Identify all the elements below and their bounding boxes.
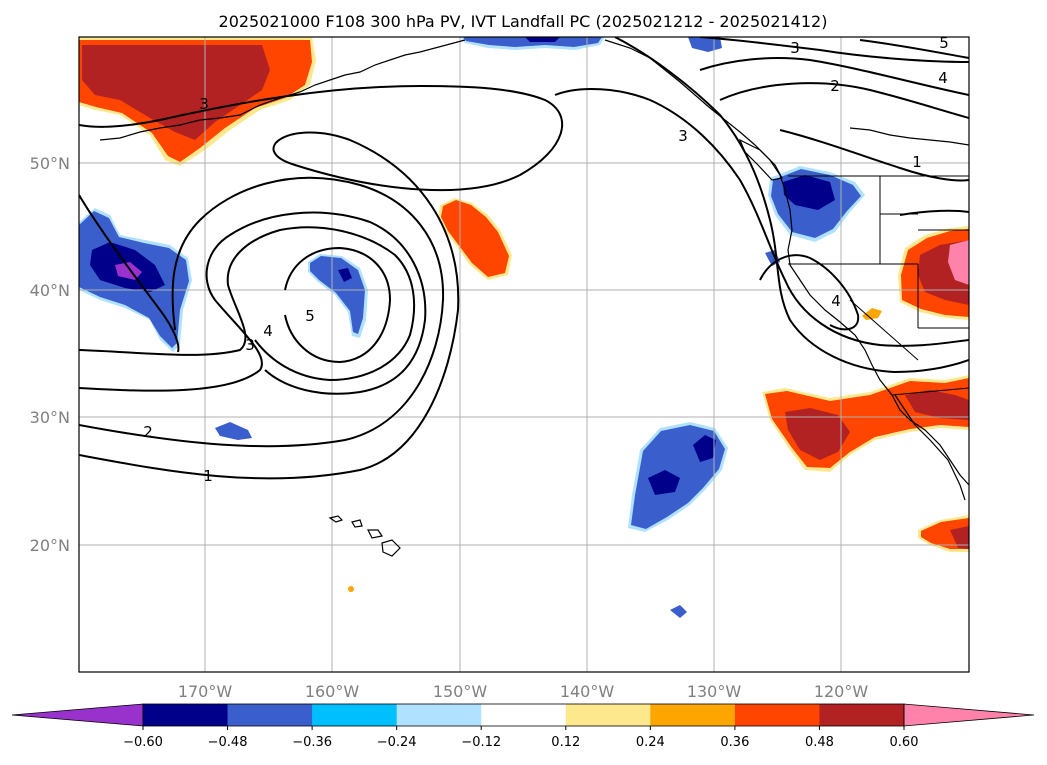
colorbar-extend-low (11, 703, 144, 727)
colorbar-extend-high (903, 703, 1035, 727)
lon-label: 150°W (433, 682, 488, 701)
map-area: 1 2 3 4 5 3 4 5 3 2 1 3 4 (79, 34, 969, 672)
contour-label: 5 (305, 307, 315, 325)
colorbar-tick-label: 0.36 (720, 735, 749, 750)
colorbar-tick-label: −0.24 (377, 735, 417, 750)
contour-label: 2 (143, 423, 153, 441)
longitude-labels: 170°W 160°W 150°W 140°W 130°W 120°W (178, 682, 869, 701)
colorbar-segment (819, 704, 905, 726)
contour-label: 4 (263, 322, 273, 340)
colorbar-segment (227, 704, 313, 726)
contour-label: 2 (830, 77, 840, 95)
colorbar-tick-label: −0.48 (208, 735, 248, 750)
colorbar-tick-label: 0.12 (551, 735, 580, 750)
contour-label: 1 (912, 153, 922, 171)
map-title: 2025021000 F108 300 hPa PV, IVT Landfall… (219, 12, 828, 31)
colorbar: −0.60 −0.48 −0.36 −0.24 −0.12 0.12 0.24 0.36 0.4… (11, 703, 1035, 750)
contour-label: 4 (831, 292, 841, 310)
lon-label: 130°W (687, 682, 742, 701)
colorbar-segment (312, 704, 398, 726)
lat-label: 50°N (30, 154, 70, 173)
coastlines (99, 39, 969, 557)
colorbar-segment (650, 704, 736, 726)
lat-label: 30°N (30, 408, 70, 427)
graticule (79, 37, 969, 672)
positive-anomaly-fill (79, 37, 969, 592)
colorbar-tick-label: 0.48 (805, 735, 834, 750)
lon-label: 170°W (178, 682, 233, 701)
lon-label: 120°W (814, 682, 869, 701)
pv-contours (79, 37, 969, 480)
contour-label: 3 (199, 95, 209, 113)
political-borders (788, 175, 969, 396)
colorbar-segment (565, 704, 651, 726)
colorbar-segment (143, 704, 229, 726)
contour-labels: 1 2 3 4 5 3 4 5 3 2 1 3 4 (143, 34, 949, 485)
contour-label: 1 (203, 467, 213, 485)
contour-label: 4 (938, 69, 948, 87)
colorbar-frame (142, 703, 905, 727)
contour-label: 3 (790, 39, 800, 57)
colorbar-tick-label: −0.60 (123, 735, 163, 750)
contour-label: 3 (678, 127, 688, 145)
colorbar-segment (481, 704, 567, 726)
colorbar-tick-label: 0.24 (636, 735, 665, 750)
contour-label: 3 (245, 336, 255, 354)
colorbar-tick-label: 0.60 (890, 735, 919, 750)
map-frame (78, 36, 970, 673)
lon-label: 140°W (560, 682, 615, 701)
lat-label: 40°N (30, 281, 70, 300)
colorbar-tick-label: −0.36 (292, 735, 332, 750)
latitude-labels: 50°N 40°N 30°N 20°N (30, 154, 70, 555)
lat-label: 20°N (30, 536, 70, 555)
lon-label: 160°W (305, 682, 360, 701)
contour-label: 5 (939, 34, 949, 52)
colorbar-segment (396, 704, 482, 726)
colorbar-tick-label: −0.12 (461, 735, 501, 750)
colorbar-segment (734, 704, 820, 726)
